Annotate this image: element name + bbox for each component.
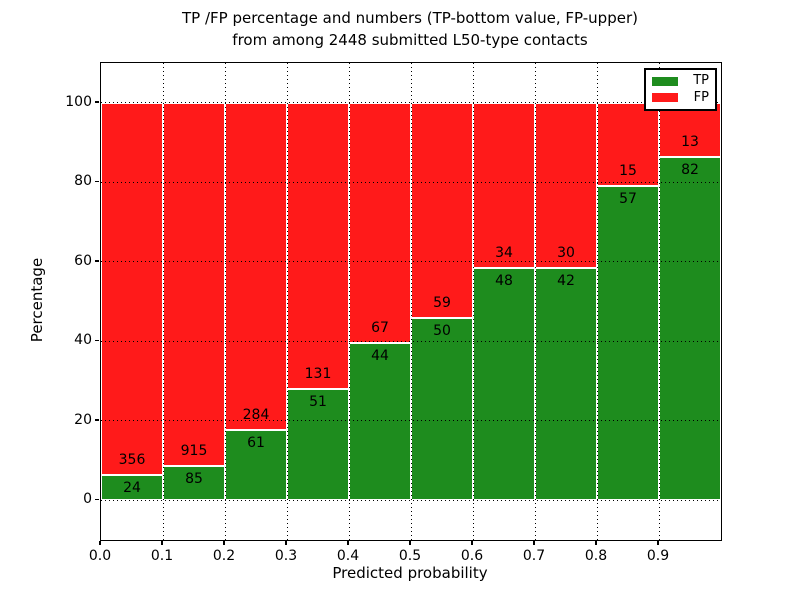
vertical-gridline [224,63,226,540]
fp-count-label: 356 [118,452,146,469]
fp-count-label: 13 [681,134,699,151]
x-tick-label: 0.1 [150,548,174,564]
y-axis-label: Percentage [28,257,46,343]
fp-count-label: 284 [242,406,270,423]
y-tick-label: 0 [83,491,92,508]
y-tick-label: 60 [74,252,92,269]
chart-title-line1: TP /FP percentage and numbers (TP-bottom… [182,9,638,27]
legend-entry-tp: TP [652,74,709,88]
fp-count-label: 15 [619,162,637,179]
tp-color-swatch [652,76,678,86]
bar-labels-layer: 356 24 915 85 284 61 131 51 67 44 59 50 34 48 30 42 15 57… [101,63,721,540]
fp-count-label: 59 [433,294,451,311]
x-tick-mark [471,540,473,545]
y-tick-mark [94,101,99,103]
tp-count-label: 82 [681,162,699,179]
x-tick-mark [533,540,535,545]
vertical-gridline [596,63,598,540]
tp-count-label: 24 [123,480,141,497]
bar-segment-fp [101,102,163,476]
vertical-gridline [348,63,350,540]
x-tick-label: 0.2 [212,548,236,564]
bars-layer [101,63,721,540]
tp-count-label: 44 [371,347,389,364]
fp-count-label: 30 [557,245,575,262]
x-tick-label: 0.5 [398,548,422,564]
x-tick-mark [285,540,287,545]
legend: TP FP [644,68,717,111]
fp-count-label: 915 [180,443,208,460]
tp-count-label: 48 [495,272,513,289]
grid-layer [101,63,721,540]
vertical-gridline [534,63,536,540]
x-tick-label: 0.3 [274,548,298,564]
bar-segment-tp [659,157,721,501]
chart-title: TP /FP percentage and numbers (TP-bottom… [100,7,720,51]
x-tick-mark [161,540,163,545]
bar-segment-fp [225,102,287,430]
x-tick-mark [347,540,349,545]
fp-color-swatch [652,93,678,103]
tp-count-label: 51 [309,393,327,410]
tp-count-label: 85 [185,471,203,488]
vertical-gridline [286,63,288,540]
tp-count-label: 42 [557,273,575,290]
bar-segment-fp [349,102,411,343]
legend-entry-fp: FP [652,89,709,105]
y-tick-mark [94,339,99,341]
plot-area: 356 24 915 85 284 61 131 51 67 44 59 50 34 48 30 42 15 57… [100,62,722,541]
bar-segment-tp [163,466,225,501]
x-tick-mark [595,540,597,545]
bar-segment-tp [287,388,349,501]
y-tick-mark [94,498,99,500]
bar-segment-tp [349,342,411,501]
legend-label-fp: FP [693,89,709,105]
x-tick-label: 0.9 [646,548,670,564]
legend-label-tp: TP [693,73,709,89]
x-tick-mark [99,540,101,545]
x-tick-label: 0.0 [88,548,112,564]
chart-title-line2: from among 2448 submitted L50-type conta… [232,31,588,49]
y-tick-mark [94,419,99,421]
x-axis-label: Predicted probability [332,564,488,582]
tp-count-label: 57 [619,190,637,207]
x-tick-label: 0.6 [460,548,484,564]
x-tick-mark [223,540,225,545]
x-tick-label: 0.7 [522,548,546,564]
x-tick-mark [657,540,659,545]
bar-segment-tp [473,267,535,501]
fp-count-label: 67 [371,319,389,336]
x-tick-label: 0.4 [336,548,360,564]
bar-segment-tp [225,429,287,501]
y-tick-label: 20 [74,411,92,428]
y-tick-mark [94,260,99,262]
bar-segment-fp [659,102,721,158]
y-tick-label: 100 [65,93,92,110]
y-tick-label: 40 [74,332,92,349]
bar-segment-tp [101,475,163,501]
tp-count-label: 61 [247,434,265,451]
y-tick-label: 80 [74,173,92,190]
y-tick-mark [94,180,99,182]
bar-segment-fp [473,102,535,268]
x-tick-label: 0.8 [584,548,608,564]
vertical-gridline [658,63,660,540]
bar-segment-fp [411,102,473,318]
vertical-gridline [410,63,412,540]
vertical-gridline [162,63,164,540]
bar-segment-tp [597,185,659,501]
x-tick-mark [409,540,411,545]
vertical-gridline [472,63,474,540]
fp-count-label: 34 [495,244,513,261]
tp-count-label: 50 [433,322,451,339]
fp-count-label: 131 [304,365,332,382]
